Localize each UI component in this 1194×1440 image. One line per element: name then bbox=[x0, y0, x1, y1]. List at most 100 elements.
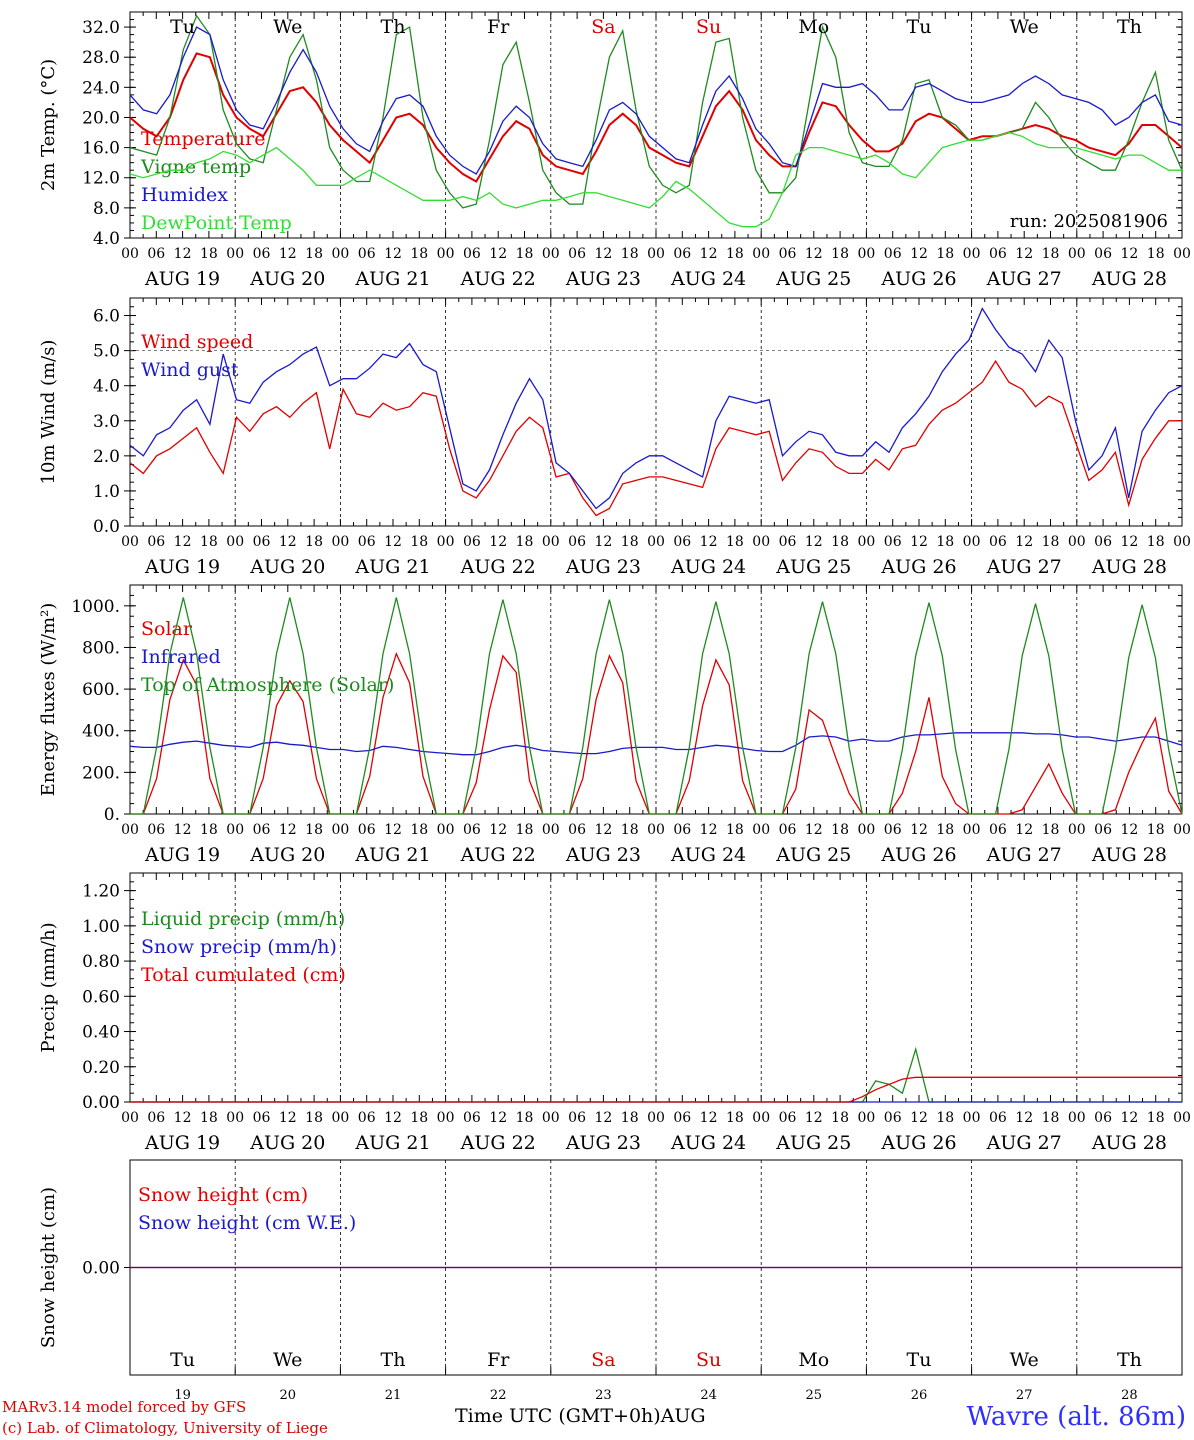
date-label: AUG 28 bbox=[1091, 844, 1167, 866]
day-number-label: 19 bbox=[174, 1388, 191, 1403]
hour-tick-label: 06 bbox=[779, 822, 797, 838]
hour-tick-label: 18 bbox=[1042, 1110, 1060, 1126]
y-tick-label: 0.80 bbox=[82, 952, 120, 972]
series-line-top-of-atmosphere-solar- bbox=[130, 597, 1183, 815]
hour-tick-label: 00 bbox=[226, 822, 244, 838]
hour-tick-label: 18 bbox=[1042, 822, 1060, 838]
hour-tick-label: 18 bbox=[726, 534, 744, 550]
hour-tick-label: 00 bbox=[752, 822, 770, 838]
hour-tick-label: 00 bbox=[1068, 1110, 1086, 1126]
hour-tick-label: 12 bbox=[594, 246, 612, 262]
hour-tick-label: 18 bbox=[936, 822, 954, 838]
hour-tick-label: 12 bbox=[279, 534, 297, 550]
hour-tick-label: 06 bbox=[253, 246, 271, 262]
date-label: AUG 28 bbox=[1091, 1132, 1167, 1154]
hour-tick-label: 00 bbox=[963, 246, 981, 262]
hour-tick-label: 12 bbox=[1015, 246, 1033, 262]
hour-tick-label: 00 bbox=[857, 822, 875, 838]
hour-tick-label: 06 bbox=[779, 246, 797, 262]
hour-tick-label: 18 bbox=[936, 1110, 954, 1126]
date-label: AUG 24 bbox=[670, 844, 746, 866]
hour-tick-label: 00 bbox=[1173, 246, 1191, 262]
date-label: AUG 19 bbox=[144, 1132, 220, 1154]
hour-tick-label: 06 bbox=[568, 246, 586, 262]
hour-tick-label: 18 bbox=[831, 534, 849, 550]
hour-tick-label: 06 bbox=[568, 1110, 586, 1126]
hour-tick-label: 18 bbox=[516, 246, 534, 262]
hour-tick-label: 18 bbox=[1147, 1110, 1165, 1126]
hour-tick-label: 00 bbox=[542, 534, 560, 550]
hour-tick-label: 00 bbox=[331, 534, 349, 550]
date-label: AUG 28 bbox=[1091, 556, 1167, 578]
date-label: AUG 27 bbox=[986, 844, 1062, 866]
day-number-label: 20 bbox=[280, 1388, 297, 1403]
hour-tick-label: 00 bbox=[1068, 534, 1086, 550]
weekday-label: Th bbox=[1117, 16, 1142, 38]
y-tick-label: 400. bbox=[82, 722, 120, 742]
hour-tick-label: 00 bbox=[331, 1110, 349, 1126]
date-label: AUG 19 bbox=[144, 268, 220, 290]
hour-tick-label: 18 bbox=[726, 1110, 744, 1126]
hour-tick-label: 00 bbox=[437, 1110, 455, 1126]
hour-tick-label: 00 bbox=[1068, 246, 1086, 262]
y-tick-label: 0.20 bbox=[82, 1058, 120, 1078]
y-axis-label: 10m Wind (m/s) bbox=[38, 340, 59, 485]
x-axis-month: AUG bbox=[660, 1405, 706, 1427]
hour-tick-label: 12 bbox=[805, 1110, 823, 1126]
hour-tick-label: 12 bbox=[174, 1110, 192, 1126]
series-line-liquid-precip-mm-h- bbox=[130, 1046, 1182, 1103]
series-line-wind-speed bbox=[129, 359, 1182, 517]
hour-tick-label: 00 bbox=[121, 534, 139, 550]
hour-tick-label: 18 bbox=[831, 822, 849, 838]
hour-tick-label: 00 bbox=[226, 1110, 244, 1126]
hour-tick-label: 18 bbox=[410, 1110, 428, 1126]
hour-tick-label: 06 bbox=[884, 822, 902, 838]
series-line-dewpoint-temp bbox=[129, 131, 1182, 228]
date-label: AUG 21 bbox=[354, 1132, 430, 1154]
legend-entry: Total cumulated (cm) bbox=[141, 964, 346, 986]
hour-tick-label: 12 bbox=[489, 534, 507, 550]
date-label: AUG 28 bbox=[1091, 268, 1167, 290]
station-label: Wavre (alt. 86m) bbox=[966, 1402, 1186, 1432]
day-number-label: 24 bbox=[700, 1388, 717, 1403]
hour-tick-label: 18 bbox=[726, 246, 744, 262]
date-label: AUG 23 bbox=[565, 1132, 641, 1154]
y-tick-label: 0.40 bbox=[82, 1023, 120, 1043]
series-line-wind-gust bbox=[129, 307, 1183, 510]
date-label: AUG 25 bbox=[775, 1132, 851, 1154]
hour-tick-label: 06 bbox=[358, 246, 376, 262]
y-axis-label: Precip (mm/h) bbox=[38, 922, 59, 1052]
hour-tick-label: 12 bbox=[700, 246, 718, 262]
hour-tick-label: 00 bbox=[752, 1110, 770, 1126]
hour-tick-label: 12 bbox=[700, 1110, 718, 1126]
y-tick-label: 2.0 bbox=[93, 447, 120, 467]
date-label: AUG 26 bbox=[880, 556, 956, 578]
hour-tick-label: 06 bbox=[463, 246, 481, 262]
weekday-label: Sa bbox=[591, 1349, 615, 1371]
date-label: AUG 21 bbox=[354, 268, 430, 290]
hour-tick-label: 12 bbox=[805, 534, 823, 550]
date-label: AUG 22 bbox=[460, 844, 536, 866]
hour-tick-label: 18 bbox=[831, 1110, 849, 1126]
x-axis-title: Time UTC (GMT+0h)AUG bbox=[455, 1405, 706, 1427]
date-label: AUG 20 bbox=[249, 268, 325, 290]
hour-tick-label: 06 bbox=[673, 534, 691, 550]
y-tick-label: 5.0 bbox=[93, 342, 120, 362]
date-label: AUG 27 bbox=[986, 1132, 1062, 1154]
hour-tick-label: 12 bbox=[910, 246, 928, 262]
hour-tick-label: 18 bbox=[621, 822, 639, 838]
day-number-label: 27 bbox=[1016, 1388, 1033, 1403]
hour-tick-label: 06 bbox=[884, 534, 902, 550]
y-tick-label: 8.0 bbox=[93, 199, 120, 219]
hour-tick-label: 12 bbox=[1120, 534, 1138, 550]
hour-tick-label: 12 bbox=[1015, 822, 1033, 838]
weekday-label: Mo bbox=[798, 1349, 829, 1371]
weekday-label: We bbox=[273, 16, 302, 38]
hour-tick-label: 18 bbox=[305, 1110, 323, 1126]
y-tick-label: 1.00 bbox=[82, 917, 120, 937]
hour-tick-label: 00 bbox=[331, 246, 349, 262]
legend-entry: Liquid precip (mm/h) bbox=[141, 908, 345, 930]
legend-entry: Humidex bbox=[141, 184, 228, 206]
hour-tick-label: 12 bbox=[1120, 1110, 1138, 1126]
legend-entry: Solar bbox=[141, 618, 193, 640]
